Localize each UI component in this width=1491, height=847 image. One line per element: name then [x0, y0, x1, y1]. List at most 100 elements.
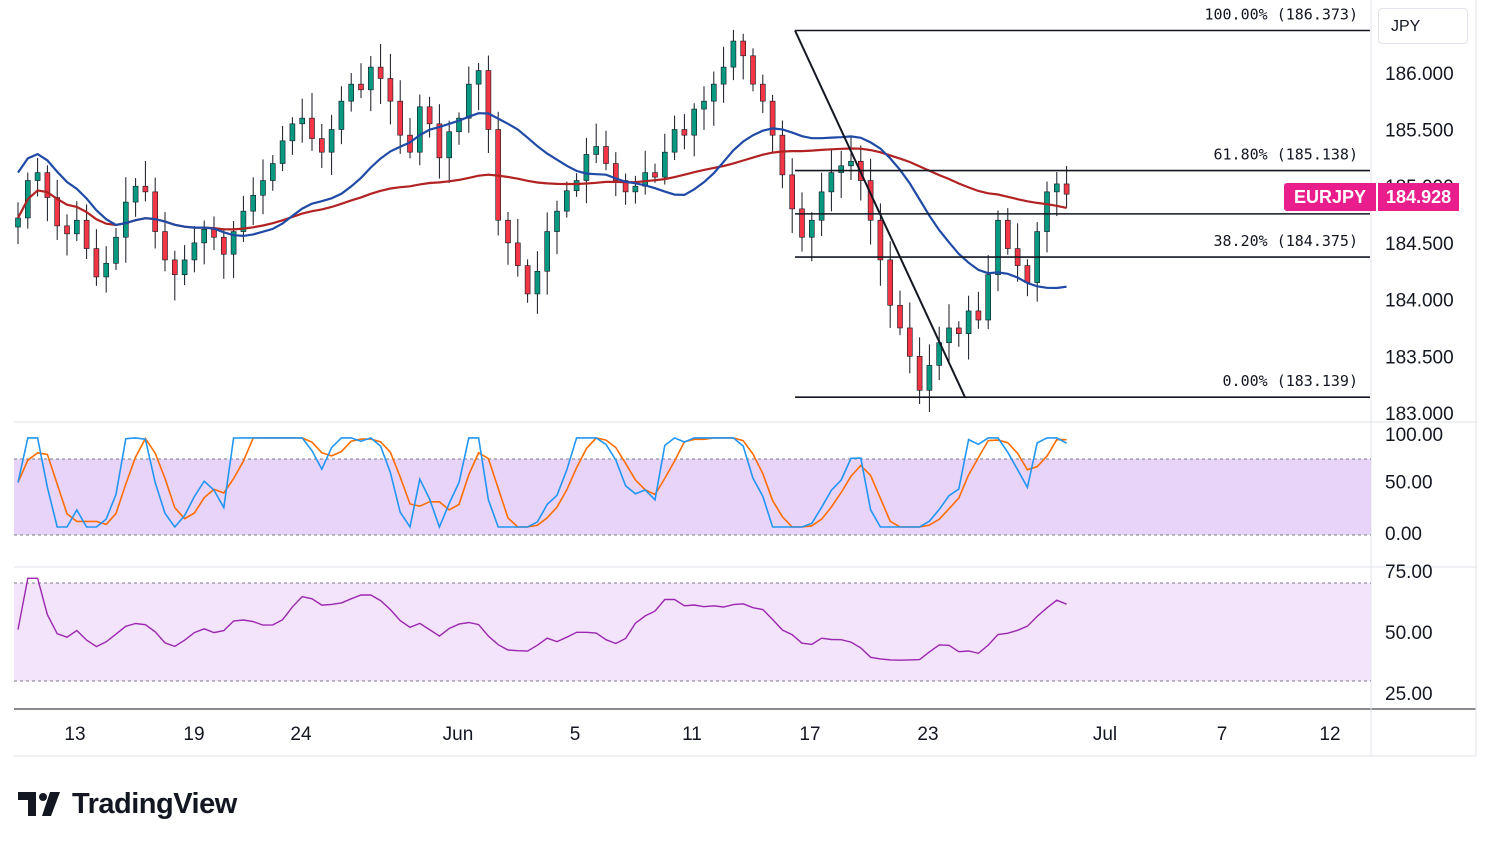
rsi-line [17, 577, 1067, 661]
candle-body [181, 259, 188, 275]
candle-body [789, 174, 796, 210]
fibonacci-retracement: 100.00% (186.373)61.80% (185.138)50.00%3… [794, 6, 1370, 399]
candle-body [769, 100, 776, 136]
candle-body [985, 274, 992, 321]
candle-body [524, 265, 531, 295]
slow-moving-average-line [17, 147, 1067, 231]
stoch-band [14, 459, 1371, 535]
tradingview-logo[interactable]: TradingView [18, 784, 237, 824]
candle-body [818, 191, 825, 221]
candle-body [808, 219, 815, 238]
candle-body [387, 78, 394, 102]
candle-body [965, 310, 972, 334]
candle-body [191, 242, 198, 261]
candle-body [1024, 265, 1031, 283]
candle-body [593, 146, 600, 155]
fib-level-label: 38.20% (184.375) [1214, 232, 1359, 250]
candle-body [671, 129, 678, 153]
candle-body [710, 83, 717, 102]
price-axis-label: 184.500 [1385, 234, 1454, 255]
candle-body [289, 123, 296, 142]
price-axis-label: 184.000 [1385, 291, 1454, 312]
candle-body [759, 83, 766, 102]
candle-body [142, 185, 149, 193]
candle-body [426, 106, 433, 125]
candle-body [661, 151, 668, 178]
candle-body [338, 100, 345, 130]
candle-body [74, 219, 80, 235]
rsi-axis-label: 50.00 [1385, 623, 1433, 644]
stoch-d-line [17, 437, 1067, 528]
candle-body [1044, 191, 1050, 232]
candle-body [446, 131, 453, 159]
candle-body [358, 83, 364, 91]
candle-body [975, 310, 982, 321]
candle-body [691, 108, 698, 136]
candle-body [887, 259, 894, 306]
time-axis-label: 7 [1217, 724, 1228, 745]
time-axis-label: Jun [443, 724, 474, 745]
price-axis-label: 186.000 [1385, 64, 1454, 85]
price-panel [15, 29, 1070, 412]
candle-body [583, 154, 590, 181]
candle-body [838, 165, 845, 173]
candle-body [1063, 183, 1070, 195]
candle-body [172, 259, 178, 275]
candle-body [622, 180, 629, 193]
candle-body [103, 263, 109, 278]
candle-body [269, 163, 276, 181]
candle-body [955, 327, 962, 334]
trendline [794, 30, 966, 398]
rsi-axis-label: 25.00 [1385, 684, 1433, 705]
candle-body [544, 231, 551, 272]
stoch-axis-label: 0.00 [1385, 524, 1422, 545]
candle-body [260, 180, 266, 196]
candle-body [465, 83, 472, 119]
candle-body [64, 225, 70, 235]
candle-body [906, 327, 913, 357]
candle-body [828, 172, 835, 193]
candle-body [132, 185, 139, 203]
candle-body [632, 185, 639, 193]
candle-body [848, 160, 854, 167]
candle-body [201, 228, 207, 244]
candle-body [730, 40, 737, 68]
candle-body [397, 100, 404, 136]
candle-body [720, 66, 727, 85]
candle-body [681, 129, 688, 136]
time-axis-label: 24 [290, 724, 312, 745]
candle-body [1054, 183, 1060, 193]
candle-body [221, 236, 227, 255]
candle-body [377, 66, 384, 79]
rsi-band [14, 583, 1371, 681]
axes: 186.000185.500185.000184.500184.000183.5… [64, 64, 1453, 745]
candle-body [563, 190, 570, 212]
candle-body [505, 219, 511, 244]
candle-body [779, 134, 786, 176]
last-price-tag: EURJPY 184.928 [1284, 183, 1460, 211]
candle-body [328, 129, 335, 153]
candle-body [54, 197, 61, 227]
candle-body [799, 208, 805, 238]
candle-body [93, 248, 100, 278]
fast-moving-average-line [17, 112, 1067, 290]
candle-body [123, 201, 129, 238]
time-axis-label: 5 [570, 724, 581, 745]
candle-body [485, 70, 492, 130]
candle-body [318, 138, 325, 153]
candle-body [416, 106, 423, 153]
time-axis-label: Jul [1093, 724, 1117, 745]
candle-body [367, 66, 374, 91]
candle-body [348, 83, 355, 102]
candle-body [230, 231, 237, 255]
candle-body [299, 117, 306, 125]
time-axis-label: 23 [917, 724, 938, 745]
time-axis-label: 19 [183, 724, 204, 745]
time-axis-label: 11 [682, 724, 702, 745]
stoch-axis-label: 50.00 [1385, 473, 1433, 494]
brand-name: TradingView [72, 787, 237, 820]
candle-body [309, 117, 315, 139]
currency-selector[interactable]: JPY [1378, 8, 1468, 44]
price-axis-label: 183.000 [1385, 404, 1454, 425]
